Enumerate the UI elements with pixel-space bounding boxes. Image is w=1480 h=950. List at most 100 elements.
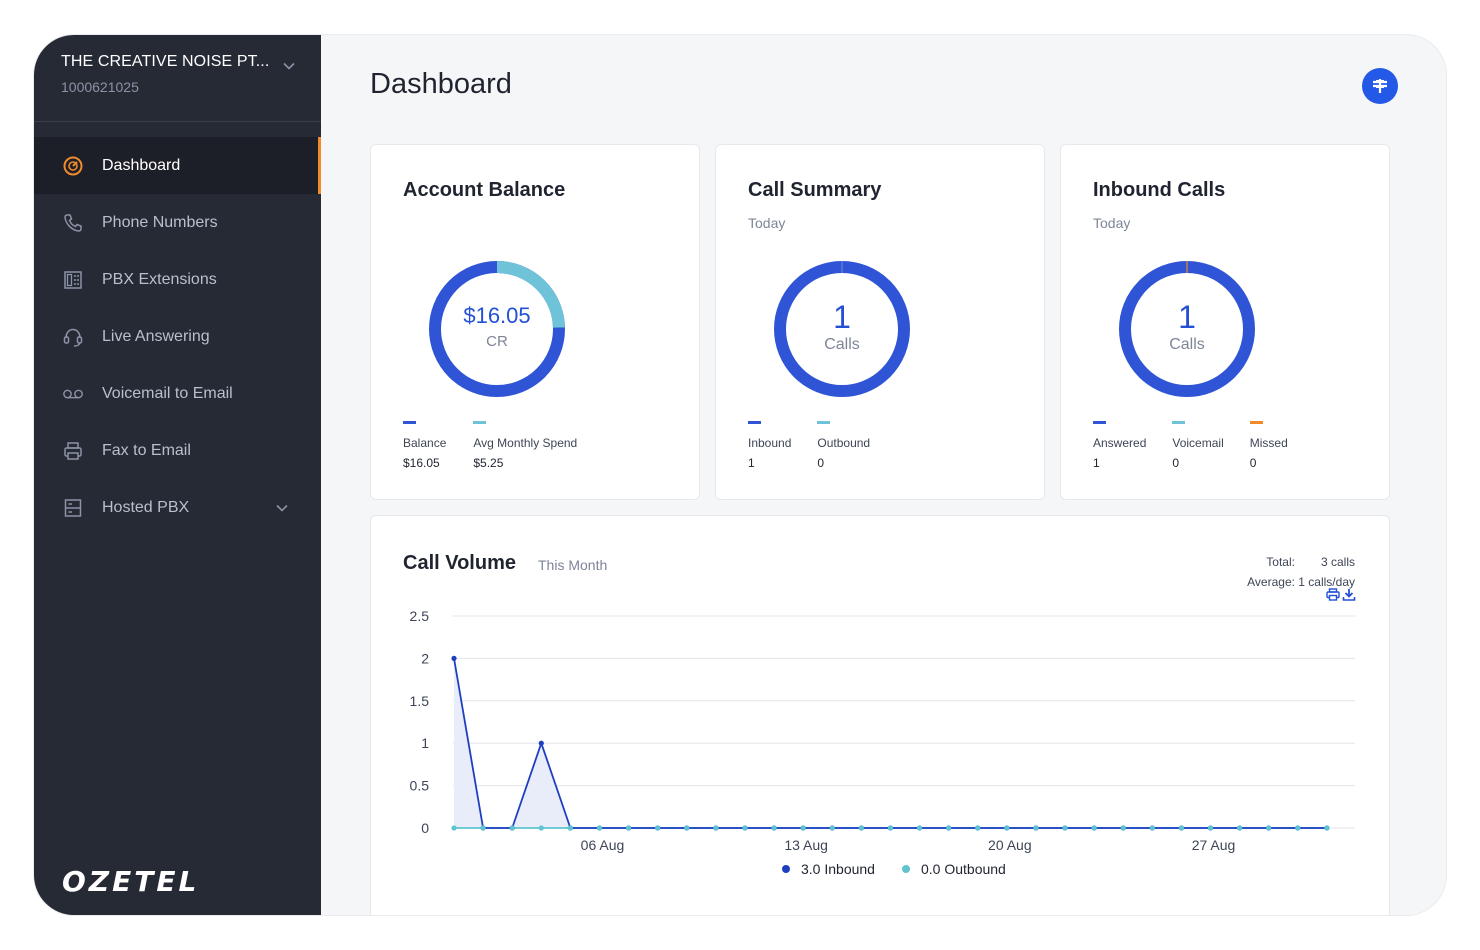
card-title: Call Volume xyxy=(403,552,516,574)
balance-amount: $16.05 xyxy=(463,303,531,328)
card-subtitle: Today xyxy=(1093,215,1131,231)
chevron-down-icon[interactable] xyxy=(275,501,289,515)
legend-swatch xyxy=(1093,421,1106,424)
legend-item-missed: Missed 0 xyxy=(1249,421,1288,470)
card-subtitle: This Month xyxy=(538,557,608,573)
legend-item-inbound: Inbound 1 xyxy=(748,421,791,470)
data-point-outbound xyxy=(1207,825,1214,831)
headset-icon xyxy=(62,326,84,348)
data-point-outbound xyxy=(771,825,777,831)
sidebar-item-hosted-pbx[interactable]: Hosted PBX xyxy=(34,479,321,536)
data-point-outbound xyxy=(1004,825,1010,831)
legend-value: 0 xyxy=(1172,456,1180,470)
legend-label: Avg Monthly Spend xyxy=(473,436,578,450)
data-point-outbound xyxy=(1324,825,1330,831)
data-point-outbound xyxy=(480,825,486,831)
data-point-outbound xyxy=(1033,825,1039,831)
avg-spend-arc xyxy=(429,261,565,397)
server-icon xyxy=(62,497,84,519)
data-point-outbound xyxy=(975,825,981,831)
legend-value: $5.25 xyxy=(473,456,504,470)
data-point-outbound xyxy=(713,825,719,831)
data-point-inbound xyxy=(451,655,457,661)
balance-legend: Balance $16.05 Avg Monthly Spend $5.25 xyxy=(403,421,603,470)
legend-dot-inbound xyxy=(782,865,790,873)
call-summary-card: Call Summary Today 1 Calls Inbound 1 Out… xyxy=(715,144,1045,500)
average-value: 1 calls/day xyxy=(1298,575,1355,589)
data-point-outbound xyxy=(596,825,603,831)
account-balance-card: Account Balance $16.05 CR Balance $16.05… xyxy=(370,144,700,500)
card-title: Inbound Calls xyxy=(1093,179,1226,201)
sidebar-item-live-answering[interactable]: Live Answering xyxy=(34,308,321,365)
data-point-outbound xyxy=(742,825,748,831)
y-tick-label: 1.5 xyxy=(410,693,430,709)
sidebar-item-label: Dashboard xyxy=(102,156,181,174)
org-id: 1000621025 xyxy=(61,79,139,95)
data-point-outbound xyxy=(684,825,690,831)
balance-donut: $16.05 CR xyxy=(427,259,567,399)
sidebar-item-voicemail-to-email[interactable]: Voicemail to Email xyxy=(34,365,321,422)
legend-swatch xyxy=(748,421,761,424)
card-subtitle: Today xyxy=(748,215,786,231)
app-window: THE CREATIVE NOISE PT... 1000621025 Dash… xyxy=(34,35,1446,915)
data-point-outbound xyxy=(829,825,835,831)
data-point-outbound xyxy=(625,825,632,831)
sidebar-item-dashboard[interactable]: Dashboard xyxy=(34,137,321,194)
legend-label: Balance xyxy=(403,436,447,450)
filter-button[interactable] xyxy=(1362,68,1398,104)
sidebar-item-fax-to-email[interactable]: Fax to Email xyxy=(34,422,321,479)
legend-item-balance: Balance $16.05 xyxy=(403,421,446,470)
sidebar-item-label: Voicemail to Email xyxy=(102,384,233,402)
data-point-outbound xyxy=(538,825,544,831)
data-point-outbound xyxy=(916,825,923,831)
inbound-count: 1 xyxy=(1178,299,1196,335)
inbound-calls-card: Inbound Calls Today 1 Calls Answered 1 V… xyxy=(1060,144,1390,500)
legend-value: 0 xyxy=(817,456,825,470)
y-tick-label: 2 xyxy=(421,650,429,666)
data-point-outbound xyxy=(1295,825,1301,831)
legend-value: $16.05 xyxy=(403,456,440,470)
call-unit: Calls xyxy=(824,336,860,353)
chevron-down-icon[interactable] xyxy=(282,59,296,73)
filter-icon xyxy=(1373,79,1387,93)
card-title: Account Balance xyxy=(403,179,566,201)
data-point-outbound xyxy=(1091,825,1097,831)
legend-item-answered: Answered 1 xyxy=(1093,421,1146,470)
sidebar-item-phone-numbers[interactable]: Phone Numbers xyxy=(34,194,321,251)
legend-swatch xyxy=(403,421,416,424)
x-tick-label: 27 Aug xyxy=(1192,837,1236,853)
data-point-inbound xyxy=(538,740,544,746)
org-switcher[interactable]: THE CREATIVE NOISE PT... 1000621025 xyxy=(61,53,296,95)
legend-label-inbound: 3.0 Inbound xyxy=(801,861,875,877)
sidebar: THE CREATIVE NOISE PT... 1000621025 Dash… xyxy=(34,35,321,915)
total-value: 3 calls xyxy=(1320,555,1355,569)
download-icon[interactable] xyxy=(1342,588,1356,601)
data-point-outbound xyxy=(1178,825,1185,831)
data-point-outbound xyxy=(800,825,806,831)
data-point-outbound xyxy=(1237,825,1243,831)
x-tick-label: 20 Aug xyxy=(988,837,1032,853)
chart-tools xyxy=(1326,588,1356,601)
y-tick-label: 2.5 xyxy=(410,608,430,624)
data-point-outbound xyxy=(1120,825,1126,831)
legend-swatch xyxy=(817,421,831,424)
pbx-icon xyxy=(62,269,84,291)
call-summary-legend: Inbound 1 Outbound 0 xyxy=(748,421,896,470)
print-icon[interactable] xyxy=(1326,588,1340,601)
sidebar-item-pbx-extensions[interactable]: PBX Extensions xyxy=(34,251,321,308)
data-point-outbound xyxy=(887,825,894,831)
inbound-calls-donut: 1 Calls xyxy=(1117,259,1257,399)
y-tick-label: 0.5 xyxy=(410,778,430,794)
donut-center: 1 Calls xyxy=(1117,259,1257,399)
data-point-outbound xyxy=(1062,825,1068,831)
ozetel-logo: OZETEL xyxy=(62,865,200,898)
call-volume-stats: Total: 3 calls Average: 1 calls/day xyxy=(1247,552,1355,592)
printer-icon xyxy=(62,440,84,462)
sidebar-item-label: Phone Numbers xyxy=(102,213,218,231)
legend-item-voicemail: Voicemail 0 xyxy=(1172,421,1224,470)
y-tick-label: 0 xyxy=(421,820,429,836)
data-point-outbound xyxy=(1266,825,1272,831)
data-point-outbound xyxy=(451,825,457,831)
average-label: Average: xyxy=(1247,575,1295,589)
sidebar-item-label: PBX Extensions xyxy=(102,270,217,288)
